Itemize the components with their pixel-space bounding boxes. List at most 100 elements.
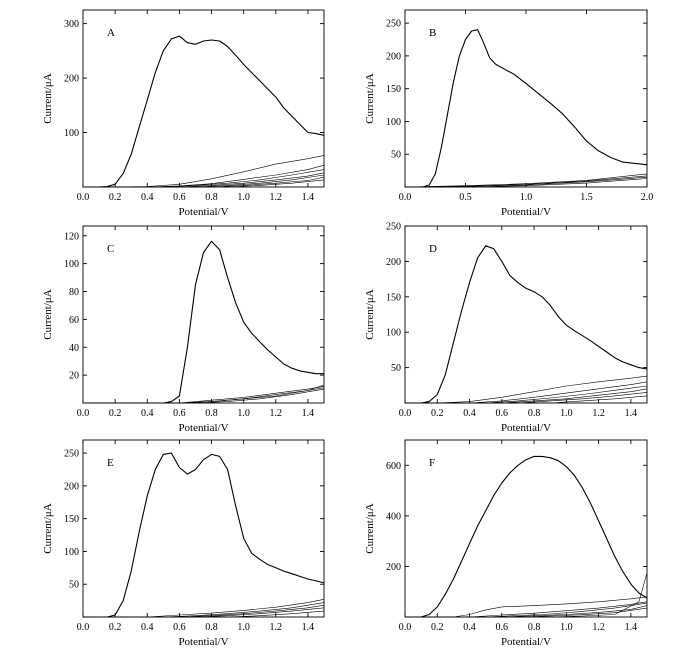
x-tick-label: 1.4 [625,622,638,633]
panel-f: 0.0 0.2 0.4 0.6 0.8 1.0 1.2 1.4 200 400 600 Potenti… [364,439,648,648]
x-tick-label: 0.8 [205,622,218,633]
x-tick-label: 0.2 [109,622,122,633]
series-line-scan-2 [405,375,648,404]
series-line-scan-2 [83,599,325,618]
y-tick-label: 150 [386,84,401,95]
series-line-first-scan [405,29,648,188]
y-axis-label: Current/μA [42,503,54,554]
x-tick-label: 1.5 [580,192,593,203]
series-line-first-scan [83,240,324,404]
x-tick-label: 0.2 [431,408,444,419]
x-tick-label: 0.6 [173,408,186,419]
x-tick-label: 1.0 [560,622,573,633]
x-tick-label: 1.2 [592,622,605,633]
x-tick-label: 0.5 [459,192,472,203]
series-line-first-scan [405,455,648,618]
x-tick-label: 1.4 [625,408,638,419]
y-tick-label: 200 [64,74,79,85]
y-tick-label: 100 [64,547,79,558]
panel-label: F [429,457,435,469]
panel-d: 0.0 0.2 0.4 0.6 0.8 1.0 1.2 1.4 50 100 150 200 250 Po… [364,222,648,434]
y-tick-label: 50 [69,580,79,591]
x-tick-label: 2.0 [641,192,654,203]
y-tick-label: 400 [386,511,401,522]
x-axis-label: Potential/V [501,422,551,434]
series-line-scan-3 [405,601,648,618]
x-tick-label: 0.0 [399,622,412,633]
y-tick-label: 200 [386,51,401,62]
y-tick-label: 250 [64,449,79,460]
panel-label: D [429,243,437,255]
panel-c: 0.0 0.2 0.4 0.6 0.8 1.0 1.2 1.4 20 40 60 80 100 120 Po… [42,225,325,434]
x-tick-label: 1.0 [520,192,533,203]
series-line-scan-2 [83,386,325,404]
y-axis-label: Current/μA [364,503,376,554]
y-tick-label: 20 [69,371,79,382]
y-tick-label: 100 [64,128,79,139]
x-tick-label: 1.2 [270,192,283,203]
x-tick-label: 1.0 [560,408,573,419]
plot-frame [82,9,325,188]
x-tick-label: 0.4 [141,408,154,419]
x-tick-label: 0.2 [431,622,444,633]
y-axis-label: Current/μA [364,289,376,340]
panel-label: B [429,27,436,39]
y-tick-label: 250 [386,222,401,233]
x-tick-label: 0.2 [109,408,122,419]
series-line-scan-4 [405,385,648,404]
x-tick-label: 1.4 [302,622,315,633]
x-tick-label: 0.8 [205,192,218,203]
x-tick-label: 1.2 [270,408,283,419]
plot-frame [82,439,325,618]
y-axis-label: Current/μA [42,289,54,340]
panel-a: 0.0 0.2 0.4 0.6 0.8 1.0 1.2 1.4 100 200 300 Potenti… [42,9,325,218]
x-tick-label: 1.4 [302,192,315,203]
panel-e: 0.0 0.2 0.4 0.6 0.8 1.0 1.2 1.4 50 100 150 200 250 Po… [42,439,325,648]
x-axis-label: Potential/V [178,636,228,648]
y-tick-label: 50 [391,363,401,374]
series-line-scan-7 [405,395,648,404]
series-line-scan-6 [83,610,325,618]
series-line-scan-8 [83,179,325,188]
y-tick-label: 200 [386,562,401,573]
x-tick-label: 0.8 [205,408,218,419]
y-tick-label: 200 [64,481,79,492]
series-line-scan-7 [405,572,648,618]
x-tick-label: 1.0 [237,622,250,633]
panel-b: 0.0 0.5 1.0 1.5 2.0 50 100 150 200 250 Potential/V… [364,9,654,218]
y-tick-label: 120 [64,231,79,242]
y-tick-label: 200 [386,257,401,268]
y-axis-label: Current/μA [364,73,376,124]
y-tick-label: 100 [386,328,401,339]
series-line-scan-2 [405,596,648,618]
x-tick-label: 0.6 [173,622,186,633]
y-tick-label: 50 [391,150,401,161]
x-tick-label: 0.8 [528,408,541,419]
panel-label: E [107,457,114,469]
y-tick-label: 80 [69,287,79,298]
series-line-first-scan [83,35,325,188]
series-line-scan-3 [405,381,648,404]
panel-label: C [107,243,114,255]
series-line-scan-4 [83,384,325,404]
series-line-scan-6 [405,607,648,618]
x-tick-label: 0.4 [141,622,154,633]
x-tick-label: 1.0 [237,408,250,419]
plot-frame [404,439,648,618]
series-line-scan-5 [405,178,648,188]
y-axis-label: Current/μA [42,73,54,124]
x-tick-label: 0.0 [77,192,90,203]
plot-frame [404,9,648,188]
series-line-scan-4 [404,176,648,188]
series-line-scan-5 [83,607,325,618]
x-tick-label: 0.8 [528,622,541,633]
y-tick-label: 100 [64,259,79,270]
x-axis-label: Potential/V [178,422,228,434]
x-tick-label: 1.2 [270,622,283,633]
x-axis-label: Potential/V [501,206,551,218]
x-tick-label: 0.4 [463,622,476,633]
x-tick-label: 0.4 [463,408,476,419]
x-tick-label: 0.6 [496,622,509,633]
y-tick-label: 150 [64,514,79,525]
